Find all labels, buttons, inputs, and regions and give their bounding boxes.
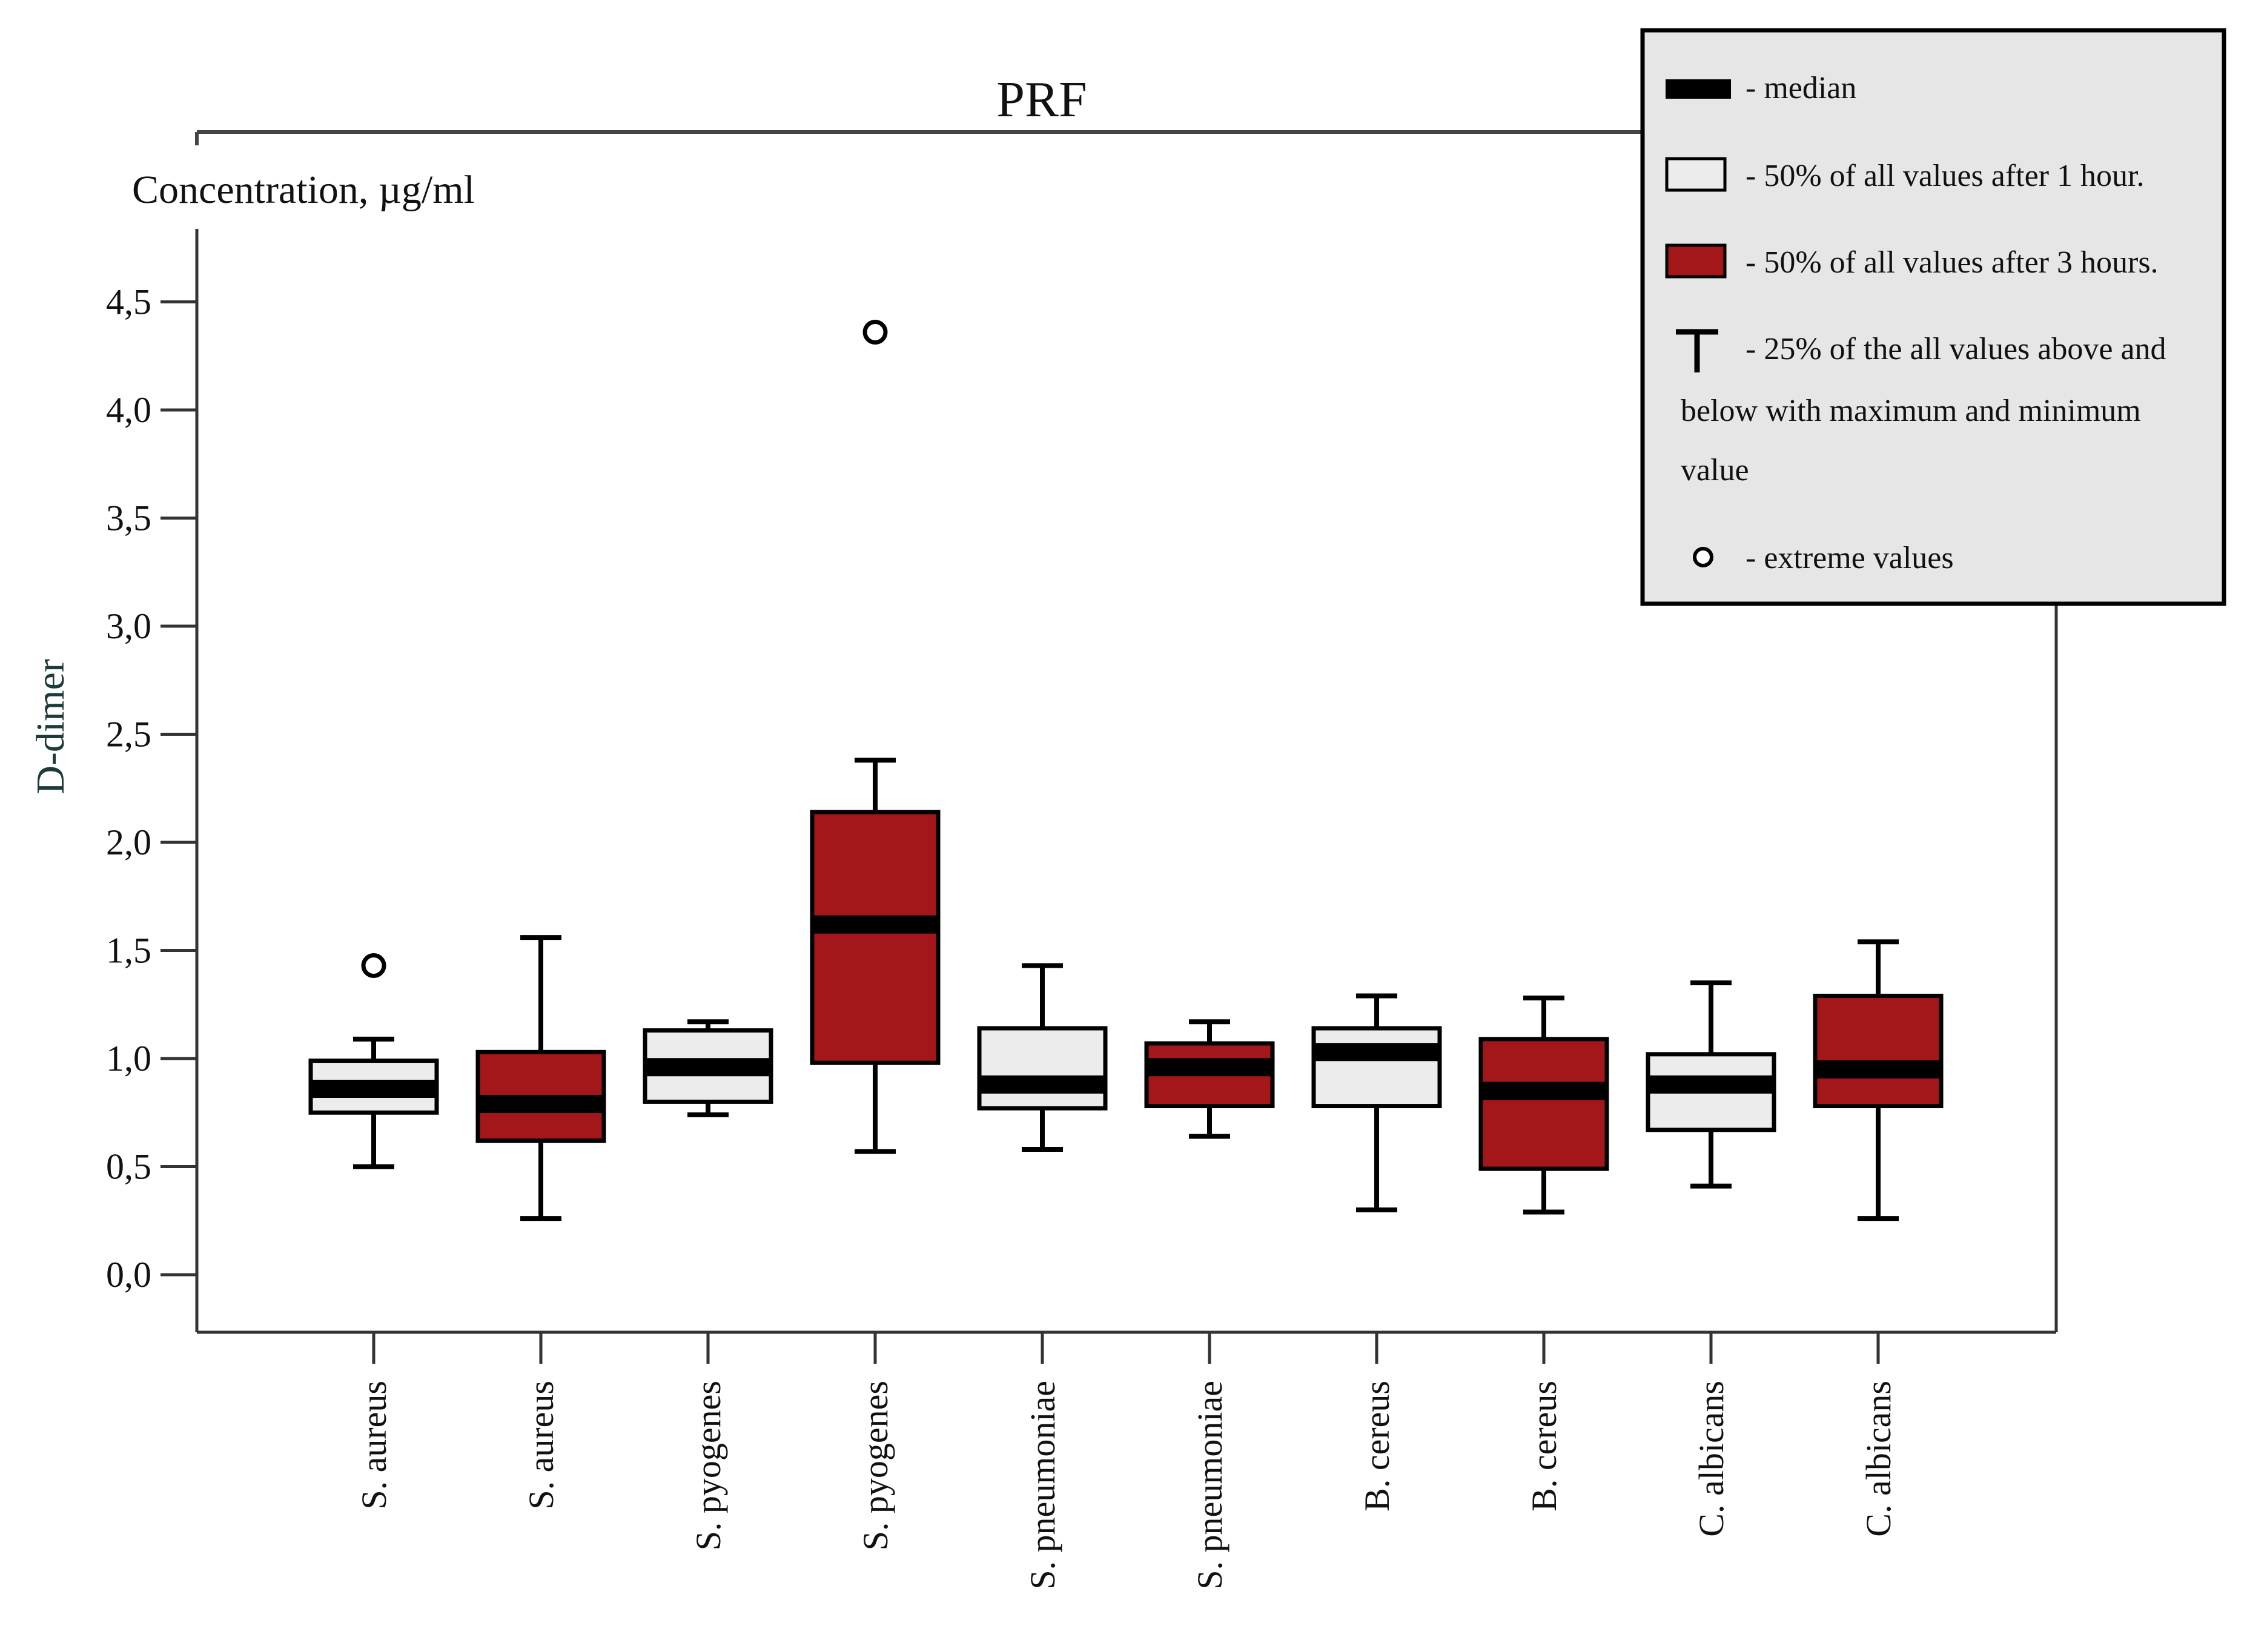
x-tick-label: C. albicans [1692, 1381, 1731, 1537]
legend-box-1h-label: - 50% of all values after 1 hour. [1746, 159, 2144, 193]
legend-outlier-marker [1693, 547, 1713, 567]
box-1h [1311, 1026, 1442, 1109]
legend-whisker-label: - 25% of the all values above and [1746, 332, 2166, 366]
x-tick-label: S. pneumoniae [1190, 1381, 1229, 1590]
legend-whisker-label-line2: below with maximum and minimum [1681, 394, 2141, 428]
legend-frame [1640, 28, 2226, 606]
box-3h [1478, 1037, 1609, 1171]
chart-title: PRF [996, 71, 1087, 128]
legend-median-swatch [1666, 79, 1731, 99]
box-3h [1813, 993, 1944, 1109]
y-tick-label: 2,5 [106, 715, 151, 755]
x-tick-label: S. pyogenes [856, 1381, 895, 1550]
x-tick-label: S. pyogenes [689, 1381, 728, 1550]
x-tick-label: B. cereus [1524, 1381, 1564, 1512]
outlier-point [361, 953, 386, 978]
y-tick-label: 2,0 [106, 822, 151, 862]
box-3h [810, 810, 941, 1065]
y-tick-label: 0,0 [106, 1255, 151, 1295]
y-tick-label: 4,5 [106, 282, 151, 322]
y-tick-label: 3,0 [106, 606, 151, 646]
outlier-point [862, 319, 888, 345]
x-ticks: S. aureus S. aureus S. pyogenes S. pyogenes… [354, 1332, 1898, 1590]
y-tick-label: 4,0 [106, 390, 151, 430]
y-tick-label: 1,0 [106, 1039, 151, 1079]
x-tick-label: S. aureus [521, 1381, 561, 1510]
y-tick-label: 0,5 [106, 1147, 151, 1187]
y-tick-label: 1,5 [106, 931, 151, 971]
box-1h [977, 1026, 1108, 1111]
x-tick-label: B. cereus [1357, 1381, 1397, 1512]
box-series [308, 319, 1944, 1221]
legend-box-3h-label: - 50% of all values after 3 hours. [1746, 245, 2159, 280]
x-tick-label: S. pneumoniae [1023, 1381, 1062, 1590]
unit-label: Concentration, µg/ml [132, 168, 475, 212]
legend-outlier-label: - extreme values [1746, 541, 1954, 575]
legend-box-3h-swatch [1665, 243, 1727, 279]
legend-whisker-label-line3: value [1681, 453, 1749, 487]
x-tick-label: C. albicans [1859, 1381, 1898, 1537]
legend: - median - 50% of all values after 1 hou… [1640, 28, 2226, 606]
legend-box-1h-swatch [1665, 157, 1727, 192]
x-tick-label: S. aureus [354, 1381, 394, 1510]
y-axis-label: D-dimer [28, 659, 73, 795]
y-ticks: 0,0 0,5 1,0 1,5 2,0 2,5 3,0 3,5 4,0 4,5 [106, 282, 197, 1295]
y-tick-label: 3,5 [106, 498, 151, 538]
legend-median-label: - median [1746, 71, 1856, 105]
